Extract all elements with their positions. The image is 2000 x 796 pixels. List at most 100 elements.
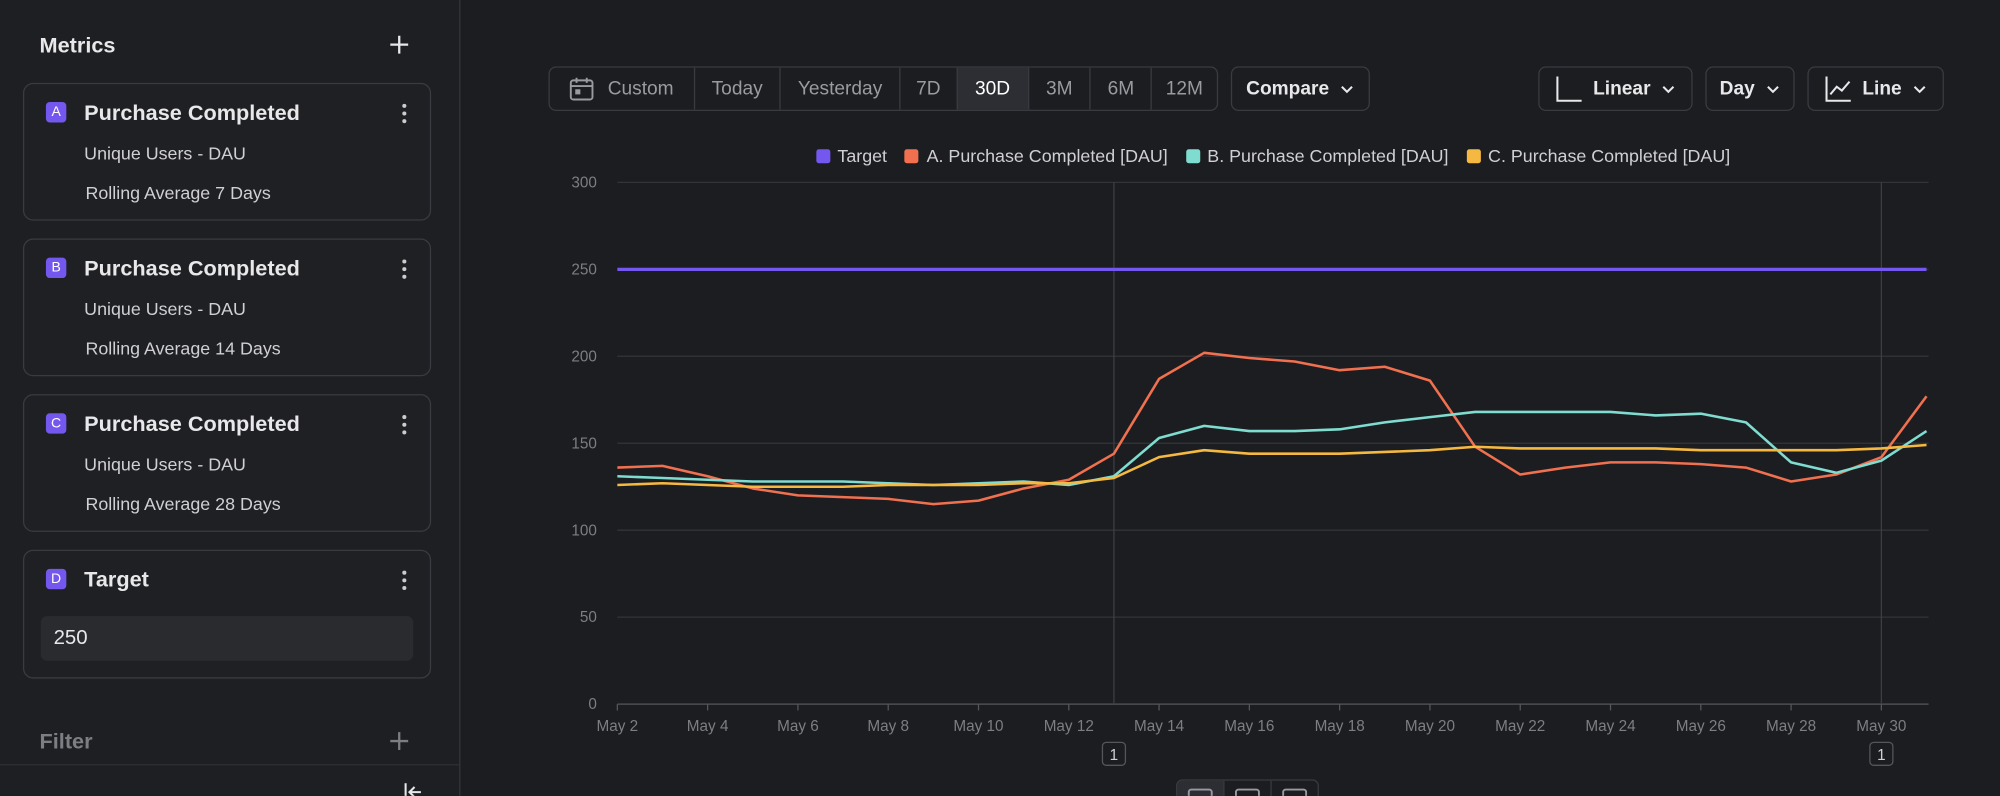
interval-button-label: Day xyxy=(1720,78,1755,100)
range-option[interactable]: Custom xyxy=(550,68,694,110)
view-option[interactable] xyxy=(1177,781,1223,796)
x-tick-label: May 8 xyxy=(867,718,909,735)
x-tick-label: May 28 xyxy=(1766,718,1816,735)
series-line xyxy=(617,412,1926,485)
sidebar: MetricsAPurchase CompletedUnique Users -… xyxy=(0,0,460,796)
x-tick-label: May 12 xyxy=(1044,718,1094,735)
y-tick-label: 50 xyxy=(580,609,597,626)
x-tick-label: May 24 xyxy=(1585,718,1636,735)
x-tick-label: May 16 xyxy=(1224,718,1274,735)
chevron xyxy=(1912,82,1927,95)
y-tick-label: 0 xyxy=(588,696,597,713)
metric-card[interactable]: APurchase CompletedUnique Users - DAURol… xyxy=(23,83,431,221)
legend: Target A. Purchase Completed [DAU] B. Purc… xyxy=(617,145,1928,165)
chevron xyxy=(1765,82,1780,95)
range-label: 6M xyxy=(1108,78,1135,100)
filter-label: Filter xyxy=(40,730,93,756)
range-label: Custom xyxy=(608,78,674,100)
metric-detail: Rolling Average 7 Days xyxy=(85,182,270,202)
metric-name: Purchase Completed xyxy=(84,412,300,438)
x-tick-label: May 10 xyxy=(953,718,1003,735)
scale-button[interactable]: Linear xyxy=(1538,66,1692,111)
x-tick-label: May 18 xyxy=(1315,718,1365,735)
range-selector: Custom Today Yesterday 7D 30D 3M 6M 12M xyxy=(548,66,1218,111)
x-tick-label: May 4 xyxy=(687,718,729,735)
legend-label: B. Purchase Completed [DAU] xyxy=(1207,145,1448,165)
view-option[interactable] xyxy=(1223,781,1270,796)
legend-label: Target xyxy=(837,145,887,165)
metric-detail: Unique Users - DAU xyxy=(84,454,246,474)
metric-menu xyxy=(399,102,409,125)
legend-label: A. Purchase Completed [DAU] xyxy=(927,145,1168,165)
target-card[interactable]: D Target 250 xyxy=(23,550,431,679)
collapse-button xyxy=(403,783,423,796)
range-label: 30D xyxy=(975,78,1010,100)
y-tick-label: 200 xyxy=(571,348,597,365)
view-toggle xyxy=(1176,779,1319,796)
range-label: 7D xyxy=(916,78,940,100)
legend-label: C. Purchase Completed [DAU] xyxy=(1488,145,1730,165)
calendar-icon xyxy=(569,76,595,102)
add-metric-button[interactable] xyxy=(389,34,409,54)
target-name: Target xyxy=(84,568,149,594)
chevron xyxy=(1339,82,1354,95)
metric-menu xyxy=(399,258,409,281)
legend-swatch xyxy=(1466,149,1480,163)
y-tick-label: 250 xyxy=(571,261,597,278)
chart-type-button[interactable]: Line xyxy=(1807,66,1943,111)
metric-card[interactable]: BPurchase CompletedUnique Users - DAURol… xyxy=(23,239,431,377)
view-icon xyxy=(1187,788,1213,796)
range-option[interactable]: Today xyxy=(693,68,779,110)
x-tick-label: May 26 xyxy=(1676,718,1726,735)
annotation-label: 1 xyxy=(1877,747,1886,764)
range-option[interactable]: Yesterday xyxy=(780,68,899,110)
metric-detail: Unique Users - DAU xyxy=(84,143,246,163)
legend-item[interactable]: C. Purchase Completed [DAU] xyxy=(1466,145,1730,165)
x-tick-label: May 14 xyxy=(1134,718,1185,735)
x-tick-label: May 30 xyxy=(1856,718,1906,735)
x-tick-label: May 2 xyxy=(597,718,639,735)
compare-button-label: Compare xyxy=(1246,78,1329,100)
metric-letter: C xyxy=(46,413,66,433)
legend-item[interactable]: B. Purchase Completed [DAU] xyxy=(1186,145,1449,165)
y-tick-label: 100 xyxy=(571,522,597,539)
x-tick-label: May 6 xyxy=(777,718,819,735)
range-label: Yesterday xyxy=(798,78,882,100)
view-icon xyxy=(1235,788,1261,796)
legend-swatch xyxy=(905,149,919,163)
metric-detail: Unique Users - DAU xyxy=(84,298,246,318)
interval-button[interactable]: Day xyxy=(1705,66,1794,111)
y-tick-label: 150 xyxy=(571,435,597,452)
x-tick-label: May 22 xyxy=(1495,718,1545,735)
y-tick-label: 300 xyxy=(571,174,597,191)
scale-button-icon xyxy=(1555,75,1583,103)
compare-button[interactable]: Compare xyxy=(1231,66,1370,111)
target-letter: D xyxy=(46,569,66,589)
view-option[interactable] xyxy=(1270,781,1317,796)
target-input[interactable]: 250 xyxy=(41,616,413,661)
range-option[interactable]: 6M xyxy=(1090,68,1151,110)
metric-letter: B xyxy=(46,258,66,278)
divider xyxy=(0,764,459,765)
metric-card[interactable]: CPurchase CompletedUnique Users - DAURol… xyxy=(23,394,431,532)
range-option[interactable]: 12M xyxy=(1151,68,1217,110)
metric-name: Purchase Completed xyxy=(84,101,300,127)
range-option[interactable]: 30D xyxy=(956,68,1027,110)
sidebar-title: Metrics xyxy=(40,33,116,59)
range-option[interactable]: 7D xyxy=(899,68,956,110)
legend-item[interactable]: A. Purchase Completed [DAU] xyxy=(905,145,1168,165)
range-label: 3M xyxy=(1046,78,1073,100)
legend-swatch xyxy=(816,149,830,163)
metric-name: Purchase Completed xyxy=(84,256,300,282)
chart-type-button-label: Line xyxy=(1862,78,1901,100)
target-value: 250 xyxy=(54,628,88,651)
metric-menu xyxy=(399,413,409,436)
legend-item[interactable]: Target xyxy=(816,145,887,165)
scale-button-label: Linear xyxy=(1593,78,1650,100)
legend-swatch xyxy=(1186,149,1200,163)
view-icon xyxy=(1282,788,1308,796)
range-option[interactable]: 3M xyxy=(1027,68,1089,110)
range-label: 12M xyxy=(1166,78,1203,100)
